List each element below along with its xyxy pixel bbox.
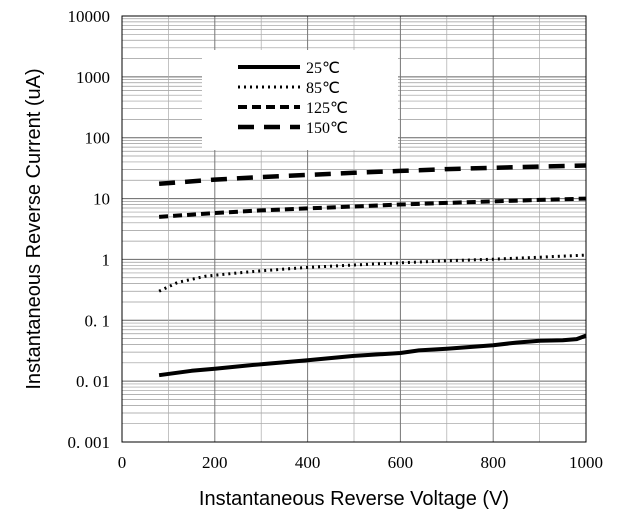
y-tick-label: 10 xyxy=(93,190,110,209)
series-line xyxy=(158,163,587,187)
x-tick-labels: 0 200 400 600 800 1000 xyxy=(118,453,603,472)
y-tick-label: 0. 001 xyxy=(68,433,111,452)
x-axis-title: Instantaneous Reverse Voltage (V) xyxy=(199,488,509,510)
y-tick-label: 0. 1 xyxy=(85,311,111,330)
y-tick-label: 10000 xyxy=(68,7,111,26)
legend: 25℃ 85℃ 125℃ 150℃ xyxy=(202,50,398,150)
series-line xyxy=(158,196,587,219)
plot-frame xyxy=(121,15,587,443)
legend-label: 85℃ xyxy=(306,80,340,97)
x-tick-label: 400 xyxy=(295,453,321,472)
legend-label: 125℃ xyxy=(306,100,348,117)
y-axis-title: Instantaneous Reverse Current (uA) xyxy=(23,68,45,389)
x-tick-label: 0 xyxy=(118,453,127,472)
legend-entries: 25℃ 85℃ 125℃ 150℃ xyxy=(238,60,348,137)
y-tick-label: 0. 01 xyxy=(76,372,110,391)
legend-label: 150℃ xyxy=(306,120,348,137)
y-tick-label: 1000 xyxy=(76,68,110,87)
x-tick-label: 800 xyxy=(480,453,506,472)
grid xyxy=(122,15,586,443)
y-tick-labels: 0. 001 0. 01 0. 1 1 10 100 1000 10000 xyxy=(68,7,111,452)
x-tick-label: 1000 xyxy=(569,453,603,472)
x-tick-label: 200 xyxy=(202,453,228,472)
x-tick-label: 600 xyxy=(388,453,414,472)
series-line xyxy=(158,333,587,378)
series-layer xyxy=(158,163,587,378)
y-tick-label: 1 xyxy=(102,250,111,269)
series-line xyxy=(158,253,587,293)
legend-label: 25℃ xyxy=(306,60,340,77)
y-tick-label: 100 xyxy=(85,129,111,148)
